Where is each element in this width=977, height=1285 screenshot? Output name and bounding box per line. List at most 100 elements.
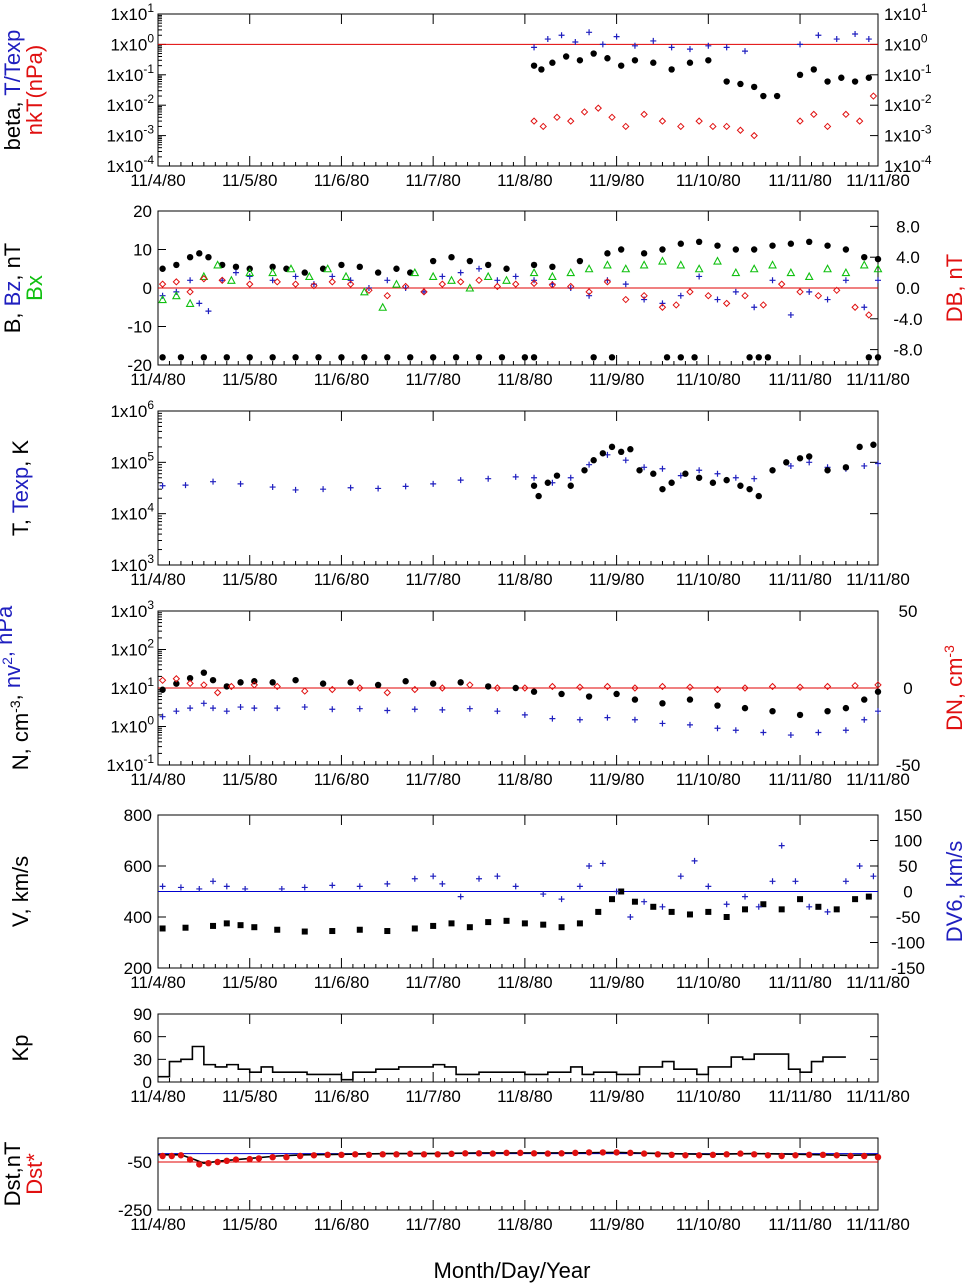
data-point <box>246 273 253 280</box>
data-point <box>842 277 849 284</box>
data-point <box>746 354 753 361</box>
x-tick-label: 11/8/80 <box>497 1087 552 1106</box>
data-point <box>485 919 492 926</box>
data-point <box>824 78 831 85</box>
x-tick-label: 11/5/80 <box>222 1215 277 1234</box>
data-point <box>723 1151 730 1158</box>
data-point <box>865 354 873 361</box>
data-point <box>200 275 208 283</box>
data-point <box>650 37 657 44</box>
data-point <box>484 683 492 690</box>
data-point <box>310 281 318 290</box>
data-point <box>806 1151 813 1159</box>
data-point <box>402 678 409 685</box>
y-tick-label: -250 <box>118 1201 152 1220</box>
x-tick-label: 11/8/80 <box>497 370 552 389</box>
data-point <box>512 883 519 890</box>
x-tick-label: 11/7/80 <box>405 370 460 389</box>
data-point <box>448 254 455 261</box>
data-point <box>750 246 758 253</box>
data-point <box>246 280 254 288</box>
data-point <box>200 700 207 707</box>
panel-Kp: 11/4/80 11/5/80 11/6/80 11/7/80 11/8/80 11/9/… <box>8 1005 910 1106</box>
data-point <box>631 898 638 905</box>
data-point <box>576 683 584 691</box>
y-axis-title-line2: Bx <box>22 275 47 301</box>
data-point <box>713 256 722 265</box>
data-point <box>586 292 593 299</box>
data-point <box>870 441 877 448</box>
data-point <box>452 354 460 361</box>
data-point <box>196 885 203 892</box>
data-point <box>723 476 730 484</box>
data-point <box>586 863 593 869</box>
data-point <box>269 679 276 686</box>
data-point <box>356 883 363 890</box>
data-point <box>576 883 583 890</box>
x-tick-label: 11/9/80 <box>589 973 644 992</box>
data-point <box>741 291 749 300</box>
data-point <box>783 459 790 466</box>
data-point <box>870 873 877 880</box>
data-point <box>466 257 474 265</box>
data-point <box>186 679 194 688</box>
data-point <box>599 860 606 867</box>
data-point <box>530 117 538 125</box>
data-point <box>640 250 648 257</box>
data-point <box>874 1154 882 1161</box>
y-tick-label-right: 1x100 <box>884 31 928 54</box>
data-point <box>269 277 276 284</box>
data-point <box>503 1149 510 1157</box>
y-axis-title: B, Bz, nT <box>0 243 25 334</box>
x-tick-label: 11/4/80 <box>130 973 185 992</box>
y2-tick-label: -4.0 <box>893 310 922 329</box>
x-tick-label: 11/6/80 <box>314 570 369 589</box>
data-point <box>590 50 597 57</box>
data-point <box>434 1151 441 1158</box>
plot-frame <box>157 1013 879 1083</box>
data-point <box>558 924 565 931</box>
data-point <box>732 288 739 295</box>
y2-tick-label: -50 <box>896 756 921 775</box>
data-point <box>420 288 427 295</box>
data-point <box>640 1150 648 1157</box>
data-point <box>576 716 583 723</box>
data-point <box>530 482 538 489</box>
data-point <box>796 288 804 296</box>
data-point <box>246 354 253 361</box>
data-point <box>177 1152 185 1159</box>
data-point <box>187 277 194 284</box>
data-point <box>641 898 648 905</box>
data-point <box>875 460 881 467</box>
data-point <box>237 480 244 487</box>
data-point <box>476 265 483 272</box>
y2-tick-label: 8.0 <box>896 217 920 236</box>
data-point <box>750 131 758 140</box>
data-point <box>301 884 308 891</box>
data-point <box>237 679 244 686</box>
data-point <box>269 484 276 491</box>
data-point <box>411 925 418 932</box>
data-point <box>159 354 166 361</box>
data-point <box>567 482 574 489</box>
x-tick-label: 11/7/80 <box>405 1087 460 1106</box>
data-point <box>232 263 240 271</box>
x-tick-label: 11/11/80 <box>846 973 910 992</box>
series-black <box>159 238 882 276</box>
data-point <box>859 260 869 269</box>
data-point <box>177 884 184 891</box>
data-point <box>562 53 570 60</box>
data-point <box>530 354 538 361</box>
data-point <box>159 482 166 489</box>
data-point <box>548 682 557 691</box>
x-tick-label: 11/6/80 <box>314 770 369 789</box>
y-tick-label: 1x10-3 <box>106 123 154 146</box>
data-point <box>852 896 859 903</box>
data-point <box>268 267 278 277</box>
data-point <box>511 280 520 288</box>
data-point <box>806 453 813 460</box>
data-point <box>200 354 208 361</box>
data-point <box>411 685 419 694</box>
data-point <box>705 42 712 49</box>
